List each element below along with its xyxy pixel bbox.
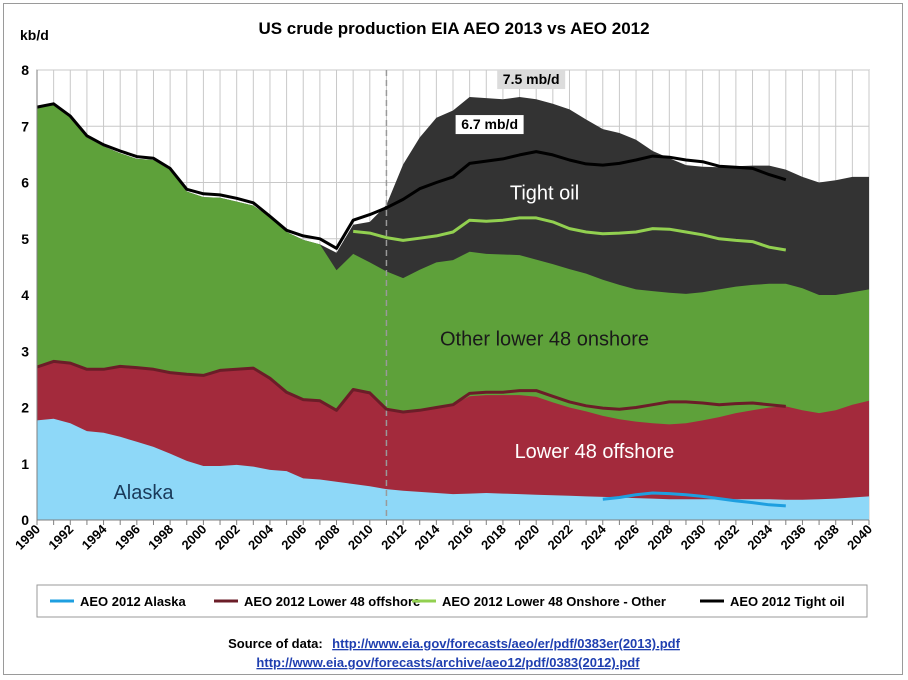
x-tick-label: 2024 xyxy=(578,521,610,553)
x-tick-label: 2010 xyxy=(345,522,376,553)
x-tick-label: 1990 xyxy=(12,522,43,553)
x-tick-label: 2008 xyxy=(312,522,343,553)
y-tick-label: 8 xyxy=(21,62,29,78)
area-label: Tight oil xyxy=(510,182,579,204)
legend-label: AEO 2012 Lower 48 offshore xyxy=(244,594,420,609)
y-tick-label: 1 xyxy=(21,456,29,472)
x-tick-label: 2000 xyxy=(178,522,209,553)
stacked-areas xyxy=(37,97,869,521)
x-tick-label: 2038 xyxy=(811,522,842,553)
x-tick-label: 2006 xyxy=(278,522,309,553)
legend-label: AEO 2012 Tight oil xyxy=(730,594,845,609)
axes xyxy=(36,70,870,525)
x-tick-label: 2028 xyxy=(644,522,675,553)
series-line-1 xyxy=(36,359,786,414)
source-line-1: Source of data: http://www.eia.gov/forec… xyxy=(228,635,680,652)
x-tick-label: 1992 xyxy=(45,522,76,553)
area-label: Lower 48 offshore xyxy=(515,441,675,463)
area-alaska xyxy=(37,418,869,520)
y-tick-label: 4 xyxy=(21,287,29,303)
source-link-aeo2013[interactable]: http://www.eia.gov/forecasts/aeo/er/pdf/… xyxy=(332,636,680,651)
y-unit-label: kb/d xyxy=(20,27,49,43)
callout-box xyxy=(497,70,566,90)
series-line-3 xyxy=(36,102,787,250)
y-tick-label: 6 xyxy=(21,175,29,191)
legend: AEO 2012 Alaska AEO 2012 Lower 48 offshor… xyxy=(50,594,845,609)
x-tick-label: 2014 xyxy=(411,521,443,553)
x-tick-label: 2034 xyxy=(744,521,776,553)
x-tick-label: 1998 xyxy=(145,522,176,553)
x-tick-label: 2018 xyxy=(478,522,509,553)
area-label: Other lower 48 onshore xyxy=(440,329,649,351)
x-tick-label: 2036 xyxy=(778,522,809,553)
x-tick-label: 1994 xyxy=(79,521,111,553)
callout-box xyxy=(455,115,524,135)
callout-label: 7.5 mb/d xyxy=(503,71,560,87)
aeo2012-lines xyxy=(36,102,787,508)
legend-label: AEO 2012 Alaska xyxy=(80,594,187,609)
x-tick-labels: 1990 1992 1994 1996 1998 2000 2002 2004 2006 2008… xyxy=(12,521,875,553)
legend-label: AEO 2012 Lower 48 Onshore - Other xyxy=(442,594,666,609)
y-tick-label: 3 xyxy=(21,343,29,359)
x-tick-label: 2004 xyxy=(245,521,277,553)
y-tick-label: 2 xyxy=(21,400,29,416)
x-tick-label: 1996 xyxy=(112,522,143,553)
area-labels: Tight oil Other lower 48 onshore Lower 48 … xyxy=(113,182,674,504)
x-tick-label: 2032 xyxy=(711,522,742,553)
y-tick-label: 5 xyxy=(21,231,29,247)
series-line-0 xyxy=(602,491,786,508)
x-tick-label: 2002 xyxy=(212,522,243,553)
source-link-aeo2012[interactable]: http://www.eia.gov/forecasts/archive/aeo… xyxy=(256,655,640,670)
y-tick-label: 0 xyxy=(21,512,29,528)
x-tick-label: 2020 xyxy=(511,522,542,553)
callout-label: 6.7 mb/d xyxy=(461,116,518,132)
x-tick-label: 2040 xyxy=(844,522,875,553)
source-label: Source of data: xyxy=(228,636,323,651)
legend-box xyxy=(36,584,868,618)
y-tick-label: 7 xyxy=(21,118,29,134)
x-tick-label: 2016 xyxy=(445,522,476,553)
callouts: 7.5 mb/d 6.7 mb/d xyxy=(455,70,566,135)
x-tick-label: 2022 xyxy=(545,522,576,553)
x-tick-label: 2012 xyxy=(378,522,409,553)
x-tick-label: 2026 xyxy=(611,522,642,553)
y-tick-labels: 0 1 2 3 4 5 6 7 8 xyxy=(21,62,29,528)
series-line-2 xyxy=(353,216,787,252)
chart-title: US crude production EIA AEO 2013 vs AEO … xyxy=(258,19,649,38)
area-label: Alaska xyxy=(113,482,174,504)
x-tick-label: 2030 xyxy=(678,522,709,553)
